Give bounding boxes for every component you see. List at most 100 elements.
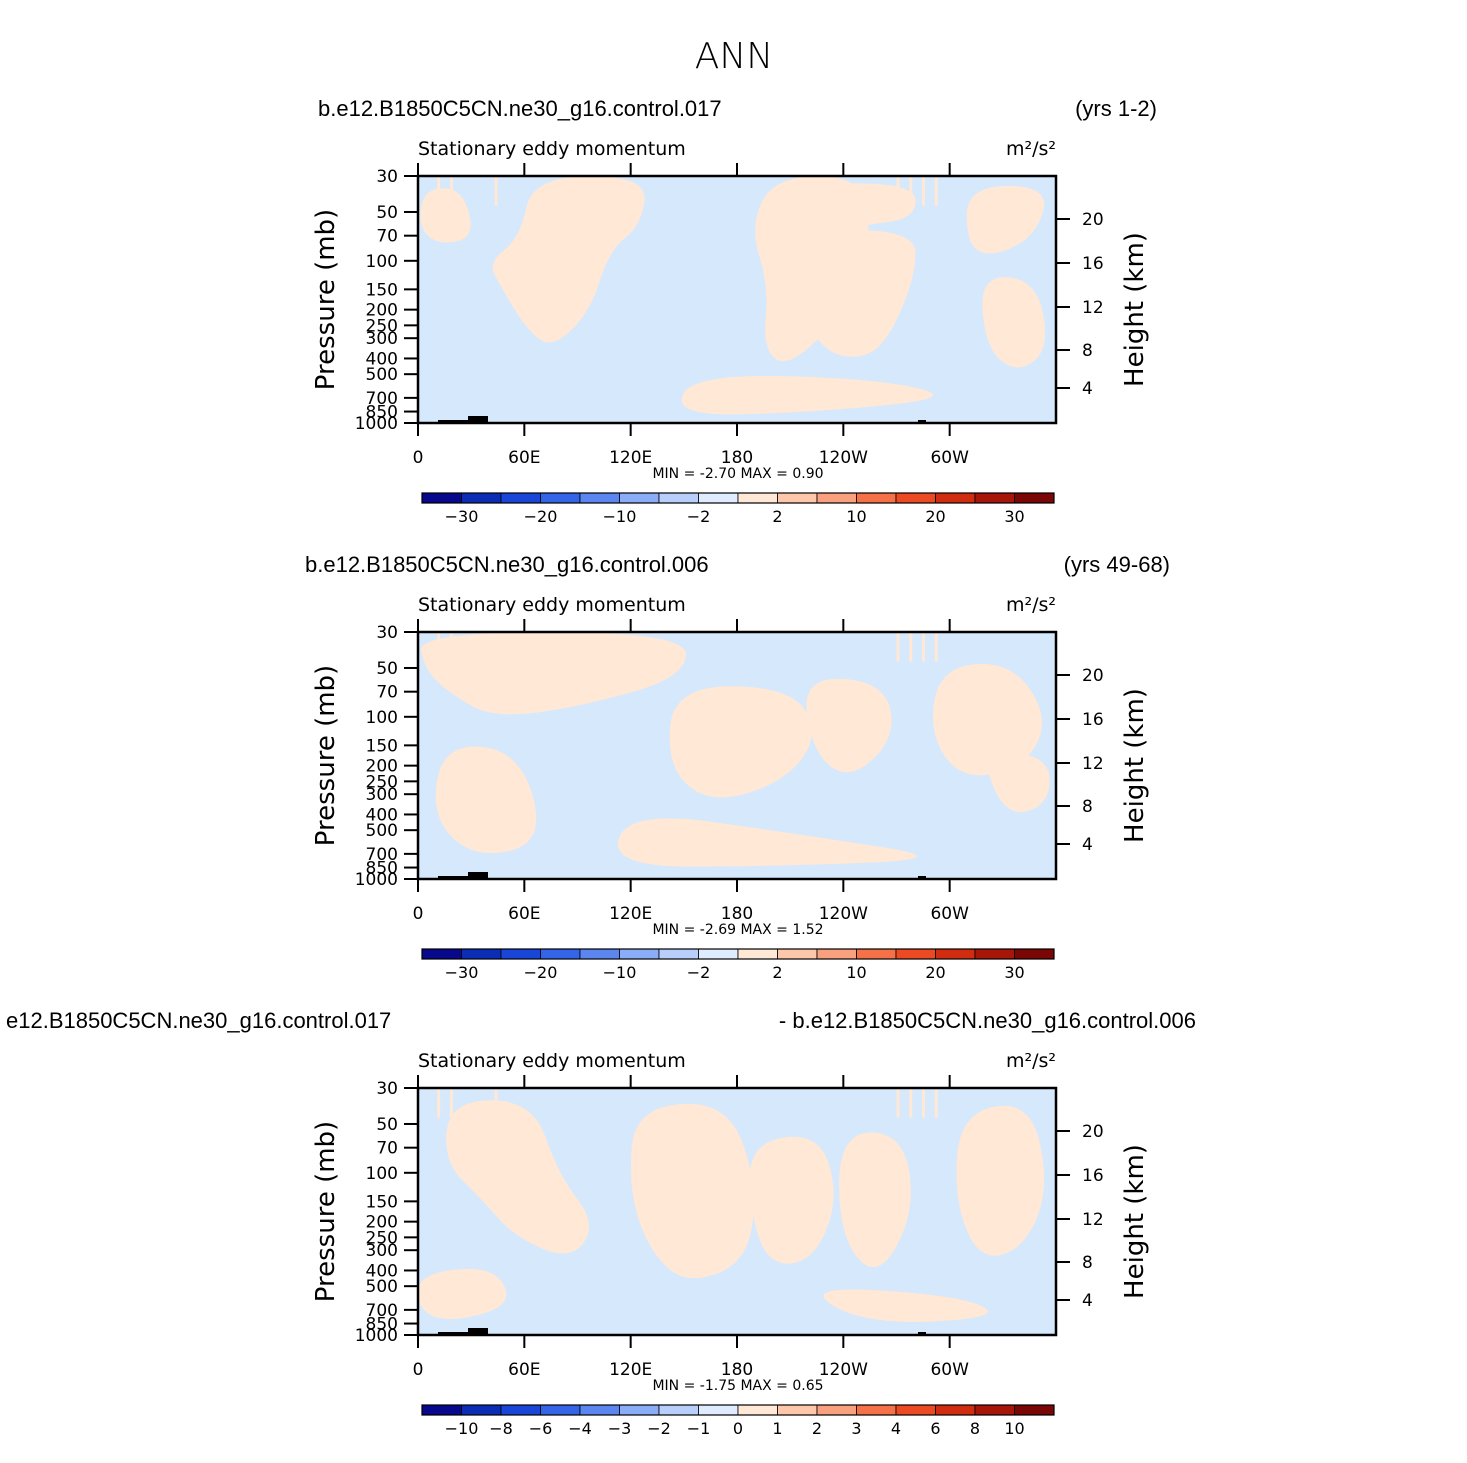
pressure-tick-label: 1000 [355,414,398,434]
height-tick-label: 12 [1082,1210,1104,1230]
positive-region [800,230,916,357]
colorbar-swatch [935,948,976,960]
pressure-axis-title: Pressure (mb) [311,209,341,390]
pressure-tick-label: 150 [366,280,398,300]
colorbar-swatch [1014,1404,1055,1416]
colorbar-swatch [421,1404,462,1416]
longitude-tick-label: 60E [508,448,540,468]
colorbar-label: −3 [608,1419,632,1438]
colorbar-label: −20 [524,963,558,982]
positive-streak [449,1088,453,1118]
longitude-tick-label: 120E [609,1360,652,1380]
colorbar-label: −4 [568,1419,592,1438]
pressure-tick-label: 70 [376,1139,398,1159]
pressure-tick-label: 500 [366,821,398,841]
colorbar-swatch [421,948,462,960]
colorbar-swatch [421,492,462,504]
longitude-tick-label: 60W [930,448,969,468]
longitude-tick-label: 120W [819,1360,868,1380]
height-tick-label: 16 [1082,1166,1104,1186]
pressure-tick-label: 50 [376,659,398,679]
longitude-tick-label: 0 [413,448,424,468]
pressure-tick-label: 30 [376,623,398,643]
positive-region [811,183,916,229]
positive-region [669,686,812,798]
height-tick-label: 8 [1082,341,1093,361]
years-label: (yrs 49-68) [1064,552,1170,577]
longitude-tick-label: 60W [930,904,969,924]
panel-2: b.e12.B1850C5CN.ne30_g16.control.006 (yrs… [305,552,1170,982]
colorbar-label: 20 [925,963,945,982]
units-label: m²/s² [1006,1050,1056,1072]
pressure-tick-label: 70 [376,227,398,247]
colorbar-label: 2 [772,507,782,526]
years-label: (yrs 1-2) [1075,96,1157,121]
colorbar-label: −30 [445,963,479,982]
colorbar-swatch [895,1404,936,1416]
pressure-tick-label: 500 [366,365,398,385]
contour-field [418,632,1056,879]
colorbar-swatch [816,948,857,960]
colorbar-swatch [461,948,502,960]
positive-streak [437,632,441,662]
colorbar-label: 30 [1004,507,1024,526]
colorbar-swatch [777,948,818,960]
longitude-tick-label: 60E [508,904,540,924]
colorbar-swatch [895,948,936,960]
colorbar-swatch [540,948,581,960]
colorbar-swatch [777,492,818,504]
colorbar-label: 1 [772,1419,782,1438]
colorbar-swatch [540,492,581,504]
colorbar-swatch [777,1404,818,1416]
positive-streak [909,632,913,662]
longitude-tick-label: 180 [721,1360,753,1380]
pressure-tick-label: 500 [366,1277,398,1297]
colorbar-swatch [619,948,660,960]
pressure-tick-label: 100 [366,252,398,272]
colorbar-swatch [500,1404,541,1416]
colorbar-frame [421,948,1055,960]
colorbar-label: 0 [733,1419,743,1438]
colorbar-swatch [974,492,1015,504]
height-axis-title: Height (km) [1120,688,1150,843]
colorbar-swatch [698,948,739,960]
colorbar-label: 10 [1004,1419,1024,1438]
positive-streak [896,1088,900,1118]
height-tick-label: 20 [1082,210,1104,230]
colorbar-swatch [461,1404,502,1416]
height-tick-label: 4 [1082,1291,1093,1311]
height-tick-label: 8 [1082,797,1093,817]
pressure-tick-label: 700 [366,1301,398,1321]
pressure-tick-label: 300 [366,329,398,349]
height-tick-label: 16 [1082,254,1104,274]
colorbar-swatch [579,1404,620,1416]
colorbar-frame [421,492,1055,504]
colorbar-label: −2 [687,507,711,526]
positive-streak [449,632,453,662]
positive-streak [909,176,913,206]
pressure-tick-label: 200 [366,301,398,321]
figure-title: ANN [695,36,774,77]
positive-streak [922,632,926,662]
height-tick-label: 8 [1082,1253,1093,1273]
colorbar-label: 3 [851,1419,861,1438]
topography [918,420,926,423]
positive-region [988,752,1050,813]
colorbar-label: −10 [445,1419,479,1438]
colorbar-frame [421,1404,1055,1416]
colorbar-swatch [579,492,620,504]
colorbar-label: 8 [970,1419,980,1438]
pressure-tick-label: 200 [366,1213,398,1233]
panel-1: b.e12.B1850C5CN.ne30_g16.control.017 (yrs… [311,96,1157,526]
colorbar-swatch [935,492,976,504]
positive-region [982,277,1046,368]
pressure-tick-label: 700 [366,845,398,865]
pressure-tick-label: 200 [366,757,398,777]
pressure-tick-label: 30 [376,167,398,187]
colorbar-label: −1 [687,1419,711,1438]
positive-region [630,1103,754,1279]
pressure-tick-label: 850 [366,1315,398,1335]
topography [438,420,468,423]
longitude-tick-label: 0 [413,904,424,924]
colorbar-swatch [658,948,699,960]
